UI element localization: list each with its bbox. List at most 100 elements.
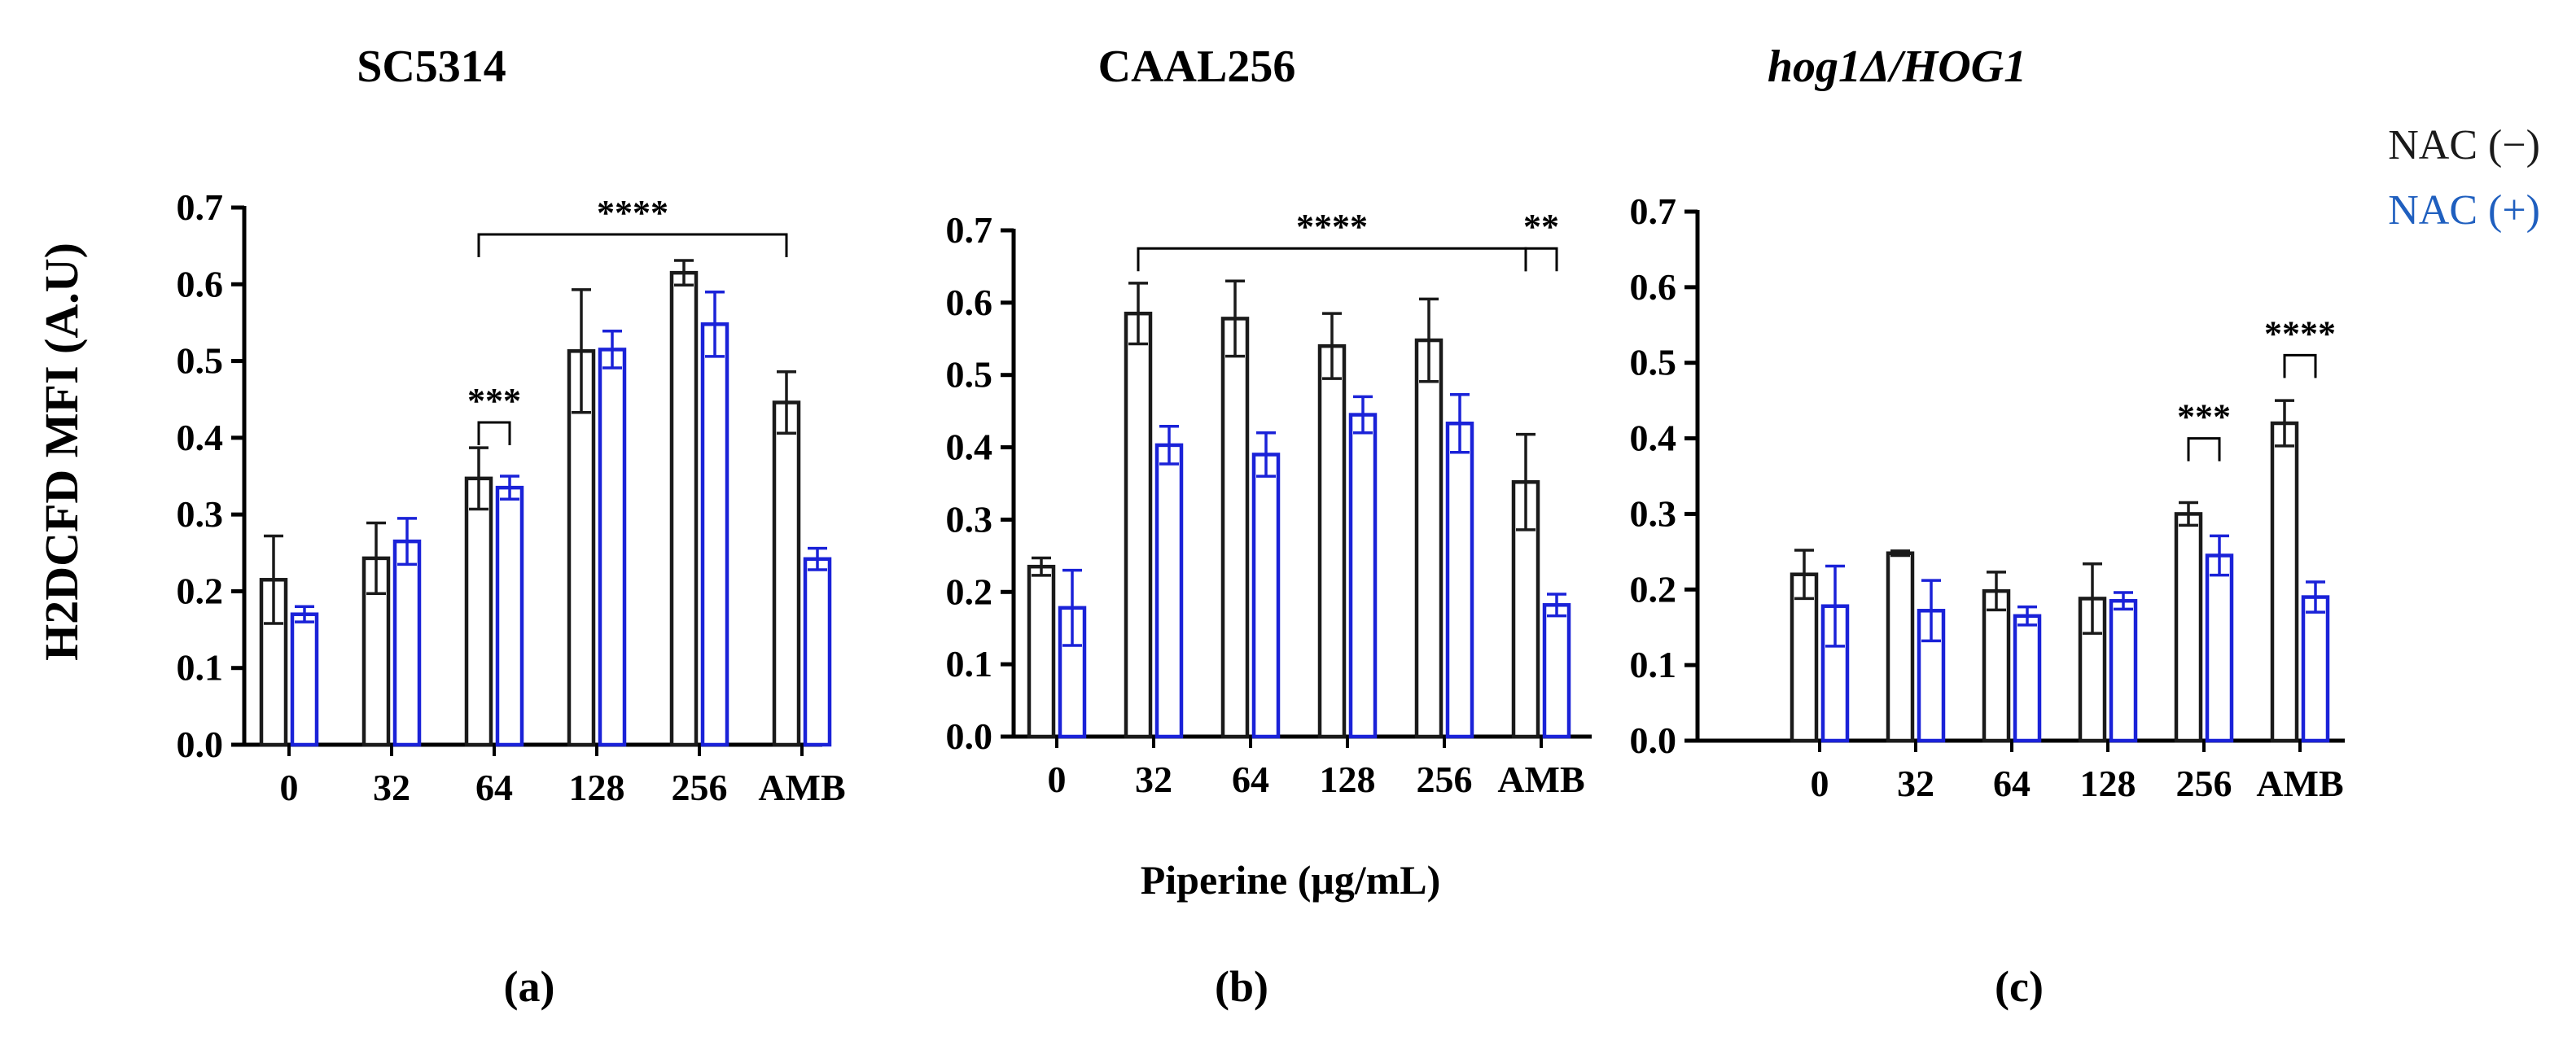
panel-label: (c): [1995, 962, 2044, 1011]
panel-title: SC5314: [357, 42, 506, 92]
bar-nac-minus: [2270, 421, 2299, 743]
x-tick-label: 0: [1811, 763, 1829, 804]
panel-1: SC5314 (a) 0.0 0.1 0.2 0.3 0.4 0.5 0.6 0.7 0 32 64 12…: [177, 42, 846, 1011]
x-axis-label: Piperine (μg/mL): [1141, 857, 1441, 903]
bar-nac-minus: [1124, 311, 1153, 739]
x-tick-label: 32: [1897, 763, 1934, 804]
x-tick-label: AMB: [2256, 763, 2343, 804]
panel-title: hog1Δ/HOG1: [1768, 42, 2026, 92]
bar-nac-plus: [290, 612, 319, 747]
bar-nac-minus: [669, 270, 699, 747]
x-tick-label: 64: [475, 767, 513, 808]
y-tick-label: 0.1: [946, 643, 993, 685]
x-tick-label: 256: [2176, 763, 2232, 804]
significance-bracket: [477, 233, 788, 257]
bar-nac-plus: [1917, 609, 1946, 743]
bar-nac-minus: [1220, 317, 1250, 739]
significance-label: **: [1523, 207, 1559, 247]
y-tick-label: 0.4: [177, 417, 224, 458]
y-tick-label: 0.7: [177, 186, 224, 228]
x-tick-label: 32: [373, 767, 410, 808]
panel-label: (a): [504, 962, 555, 1011]
y-tick-label: 0.5: [946, 354, 993, 396]
y-tick-label: 0.7: [946, 209, 993, 251]
legend-nac-minus: NAC (−): [2388, 122, 2540, 168]
significance-label: ****: [2264, 313, 2336, 353]
bar-nac-plus: [1154, 443, 1184, 739]
x-tick-label: 32: [1135, 759, 1172, 800]
bar-nac-minus: [2174, 512, 2203, 743]
x-tick-label: 256: [1417, 759, 1473, 800]
y-tick-label: 0.2: [1630, 568, 1677, 610]
bar-nac-plus: [1251, 453, 1281, 739]
bar-nac-plus: [495, 485, 524, 747]
x-tick-label: 0: [1048, 759, 1067, 800]
y-tick-label: 0.1: [1630, 644, 1677, 685]
panel-title: CAAL256: [1098, 42, 1296, 92]
bar-nac-minus: [1790, 572, 1819, 743]
y-tick-label: 0.5: [177, 340, 224, 382]
bar-nac-plus: [2013, 614, 2042, 743]
y-tick-label: 0.4: [1630, 418, 1677, 459]
y-tick-label: 0.3: [1630, 492, 1677, 534]
significance-label: ***: [467, 381, 521, 421]
x-tick-label: 128: [569, 767, 625, 808]
y-tick-label: 0.7: [1630, 190, 1677, 232]
y-tick-label: 0.0: [177, 724, 224, 765]
bar-nac-plus: [2109, 598, 2138, 743]
significance-bracket: [1137, 247, 1527, 272]
x-tick-label: AMB: [1497, 759, 1584, 800]
bar-nac-minus: [772, 400, 801, 747]
bar-nac-plus: [392, 539, 422, 747]
bar-nac-minus: [464, 476, 493, 747]
significance-bracket: [1524, 247, 1558, 272]
significance-label: ****: [1296, 207, 1368, 247]
panels: SC5314 (a) 0.0 0.1 0.2 0.3 0.4 0.5 0.6 0.7 0 32 64 12…: [177, 42, 2345, 1011]
y-tick-label: 0.6: [946, 282, 993, 323]
y-tick-label: 0.3: [177, 493, 224, 535]
x-tick-label: 256: [672, 767, 728, 808]
legend-nac-plus: NAC (+): [2388, 187, 2540, 234]
bar-nac-plus: [2301, 595, 2330, 743]
y-axis-label: H2DCFD MFI (A.U): [35, 243, 88, 661]
y-tick-label: 0.2: [946, 571, 993, 612]
bar-nac-plus: [1445, 421, 1474, 739]
x-tick-label: 128: [2080, 763, 2136, 804]
y-tick-label: 0.3: [946, 498, 993, 540]
x-tick-label: 64: [1232, 759, 1269, 800]
bar-nac-minus: [1317, 343, 1347, 739]
y-tick-label: 0.1: [177, 647, 224, 689]
y-tick-label: 0.5: [1630, 342, 1677, 383]
panel-3: hog1Δ/HOG1 (c) 0.0 0.1 0.2 0.3 0.4 0.5 0.6 0.7 0 32…: [1630, 42, 2345, 1011]
bar-nac-minus: [361, 556, 391, 747]
x-tick-label: 64: [1993, 763, 2031, 804]
bar-nac-minus: [1414, 338, 1444, 739]
significance-label: ****: [597, 193, 668, 233]
y-tick-label: 0.0: [1630, 720, 1677, 761]
significance-bracket: [2283, 353, 2317, 378]
bar-nac-minus: [1886, 551, 1915, 743]
x-tick-label: 0: [280, 767, 299, 808]
significance-bracket: [2187, 437, 2221, 461]
bar-nac-minus: [567, 349, 596, 747]
y-tick-label: 0.6: [177, 263, 224, 304]
x-tick-label: AMB: [758, 767, 845, 808]
bar-nac-minus: [1027, 564, 1056, 739]
bar-nac-plus: [700, 322, 729, 747]
panel-2: CAAL256 (b) 0.0 0.1 0.2 0.3 0.4 0.5 0.6 0.7 0 32 64 1…: [946, 42, 1592, 1011]
bar-nac-plus: [803, 557, 832, 747]
y-tick-label: 0.2: [177, 570, 224, 611]
y-tick-label: 0.6: [1630, 266, 1677, 308]
bar-nac-plus: [1542, 603, 1571, 739]
significance-bracket: [477, 421, 511, 445]
bar-nac-plus: [598, 348, 627, 747]
x-tick-label: 128: [1320, 759, 1376, 800]
bar-nac-minus: [259, 578, 288, 747]
bar-nac-plus: [1348, 413, 1378, 739]
significance-label: ***: [2177, 397, 2231, 437]
panel-label: (b): [1215, 962, 1268, 1011]
y-tick-label: 0.0: [946, 715, 993, 757]
bar-nac-plus: [2205, 553, 2234, 743]
bar-nac-minus: [1982, 588, 2011, 743]
